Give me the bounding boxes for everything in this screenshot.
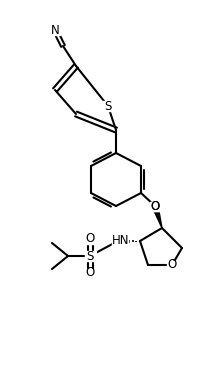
- Text: O: O: [150, 199, 160, 212]
- Text: O: O: [167, 258, 177, 272]
- Bar: [85, 269, 95, 277]
- Bar: [84, 251, 96, 261]
- Text: O: O: [85, 233, 95, 245]
- Text: S: S: [104, 99, 112, 113]
- Text: S: S: [86, 250, 94, 262]
- Text: N: N: [51, 24, 59, 36]
- Text: HN: HN: [112, 234, 130, 248]
- Bar: [150, 202, 160, 210]
- Text: O: O: [85, 266, 95, 280]
- Bar: [50, 25, 59, 35]
- Polygon shape: [152, 205, 162, 228]
- Bar: [112, 236, 128, 246]
- Bar: [85, 234, 95, 244]
- Bar: [167, 261, 177, 269]
- Bar: [150, 202, 160, 210]
- Text: O: O: [150, 199, 160, 212]
- Bar: [102, 101, 114, 111]
